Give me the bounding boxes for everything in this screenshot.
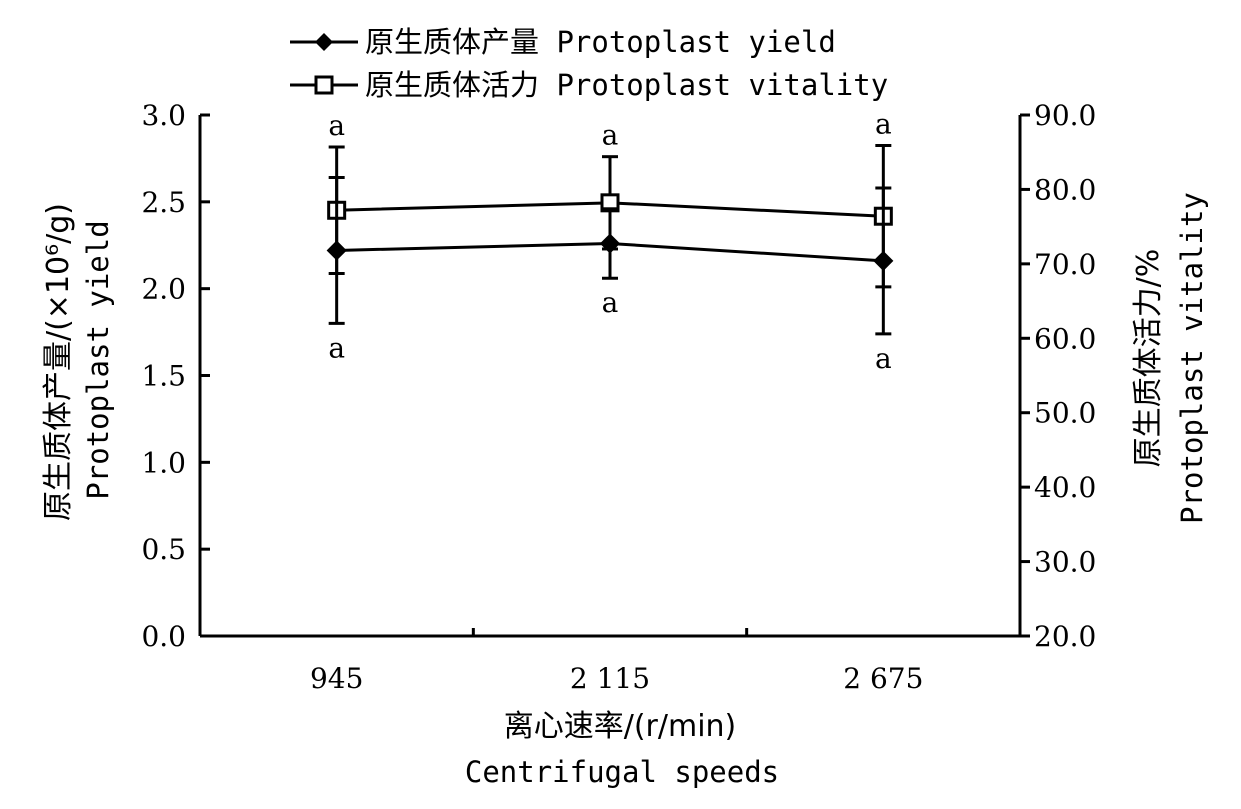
right-y-tick-label: 50.0 (1034, 397, 1096, 430)
left-y-tick-label: 2.0 (141, 273, 186, 306)
yield-point (326, 240, 347, 261)
yield-significance-label: a (875, 342, 892, 375)
left-axis-title-cn: 原生质体产量/(×10⁶/g) (41, 203, 76, 521)
legend-vitality-label: 原生质体活力 Protoplast vitality (365, 68, 888, 102)
right-y-tick-label: 80.0 (1034, 173, 1096, 206)
left-y-tick-label: 1.0 (141, 446, 186, 479)
right-y-tick-label: 70.0 (1034, 248, 1096, 281)
left-y-tick-label: 3.0 (141, 99, 186, 132)
vitality-significance-label: a (328, 109, 345, 142)
x-axis-title-cn: 离心速率/(r/min) (504, 709, 737, 744)
right-y-tick-label: 60.0 (1034, 322, 1096, 355)
x-tick-label: 945 (310, 662, 363, 695)
yield-significance-label: a (328, 331, 345, 364)
right-axis-title-cn: 原生质体活力/% (1131, 249, 1166, 468)
right-y-tick-label: 20.0 (1034, 620, 1096, 653)
legend-yield-marker (315, 33, 333, 51)
legend-yield-label: 原生质体产量 Protoplast yield (365, 25, 836, 59)
legend-vitality-marker (314, 75, 334, 95)
left-y-tick-label: 2.5 (141, 186, 186, 219)
yield-point (599, 233, 621, 254)
left-axis-title-en: Protoplast yield (81, 220, 115, 499)
x-tick-label: 2 115 (570, 662, 650, 695)
vitality-significance-label: a (602, 119, 619, 152)
x-tick-label: 2 675 (843, 662, 923, 695)
left-y-tick-label: 0.5 (141, 533, 186, 566)
right-y-tick-label: 90.0 (1034, 99, 1096, 132)
left-y-tick-label: 0.0 (141, 620, 186, 653)
x-axis-title-en: Centrifugal speeds (465, 755, 779, 789)
right-axis-title-en: Protoplast vitality (1175, 192, 1209, 524)
yield-significance-label: a (602, 286, 619, 319)
right-y-tick-label: 30.0 (1034, 546, 1096, 579)
vitality-significance-label: a (875, 108, 892, 141)
left-y-tick-label: 1.5 (141, 360, 186, 393)
yield-point (873, 250, 894, 271)
right-y-tick-label: 40.0 (1034, 471, 1096, 504)
